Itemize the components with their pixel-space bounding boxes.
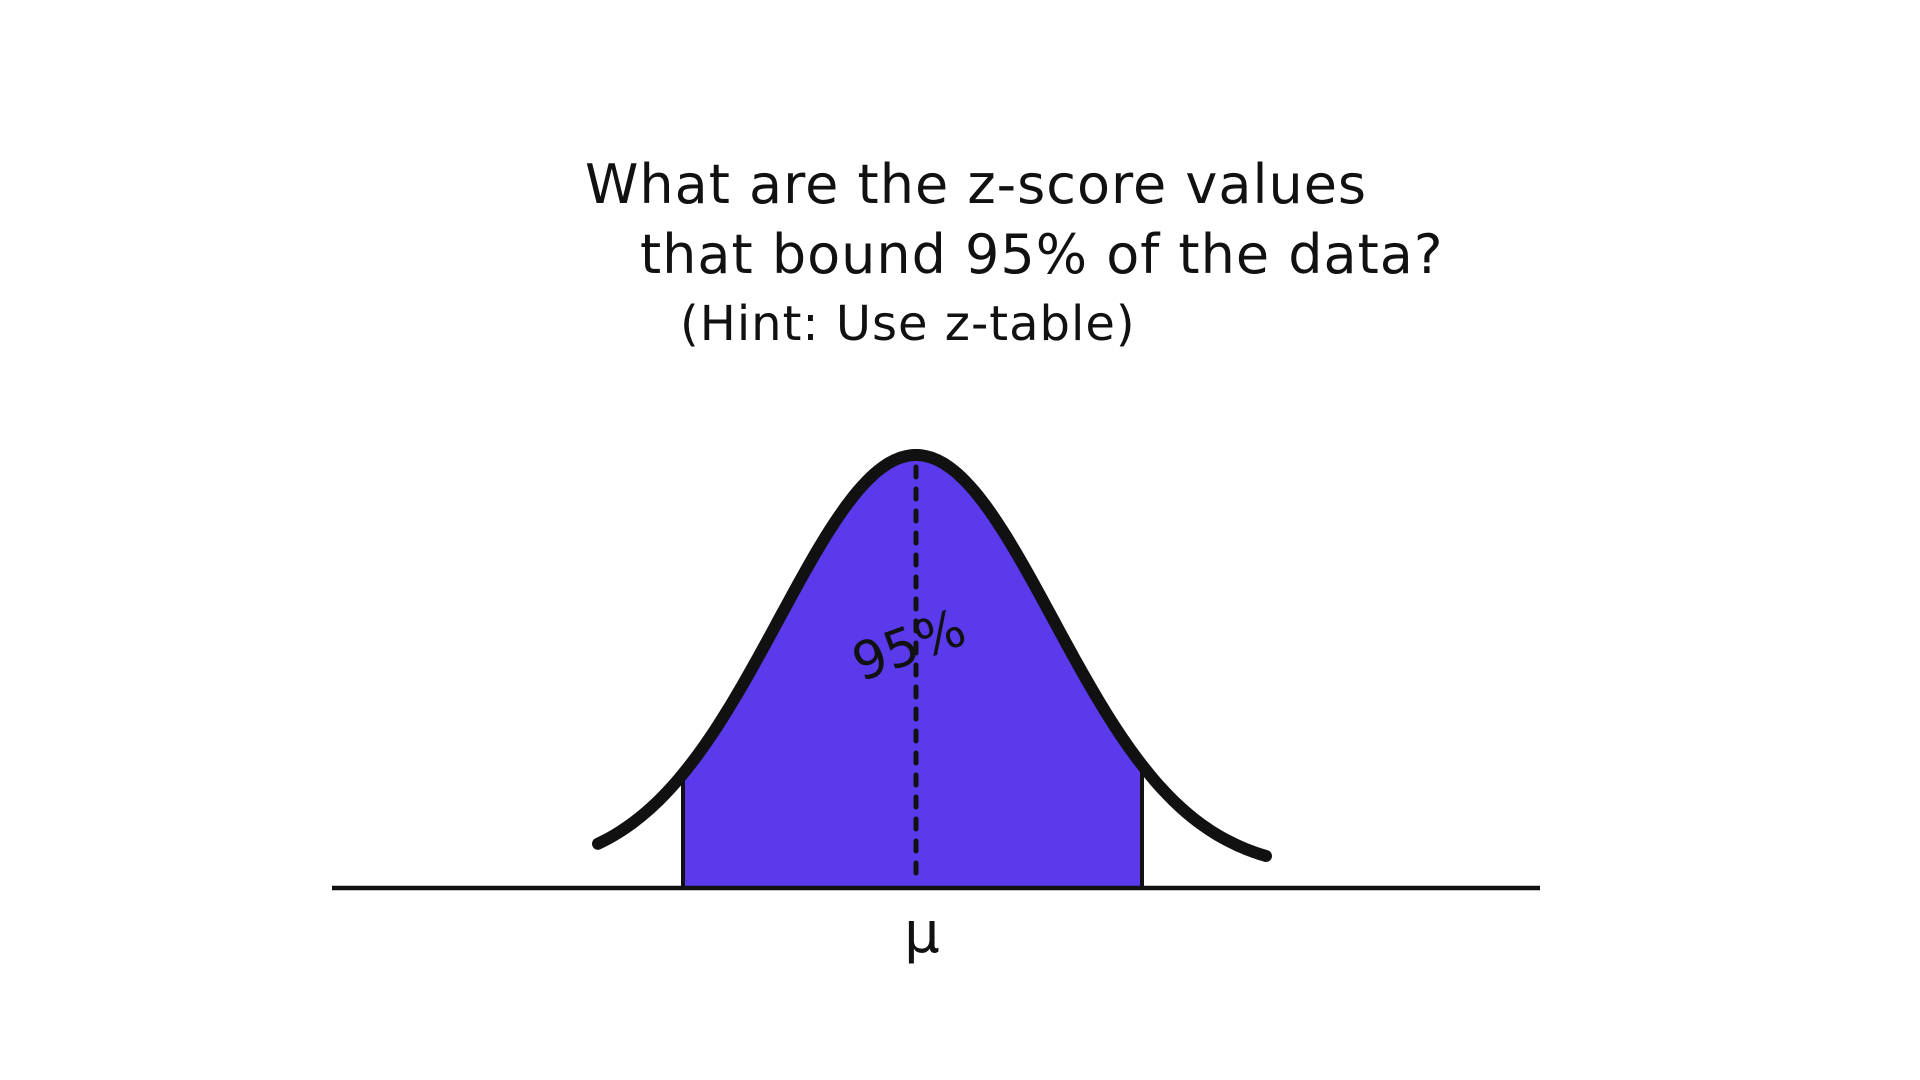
mean-mu-label: μ	[904, 901, 940, 966]
bell-curve	[592, 449, 1272, 862]
question-line-2: that bound 95% of the data?	[640, 223, 1444, 286]
question-line-1: What are the z-score values	[585, 153, 1368, 216]
question-hint: (Hint: Use z-table)	[680, 296, 1136, 352]
shaded-95-region	[683, 455, 1142, 888]
